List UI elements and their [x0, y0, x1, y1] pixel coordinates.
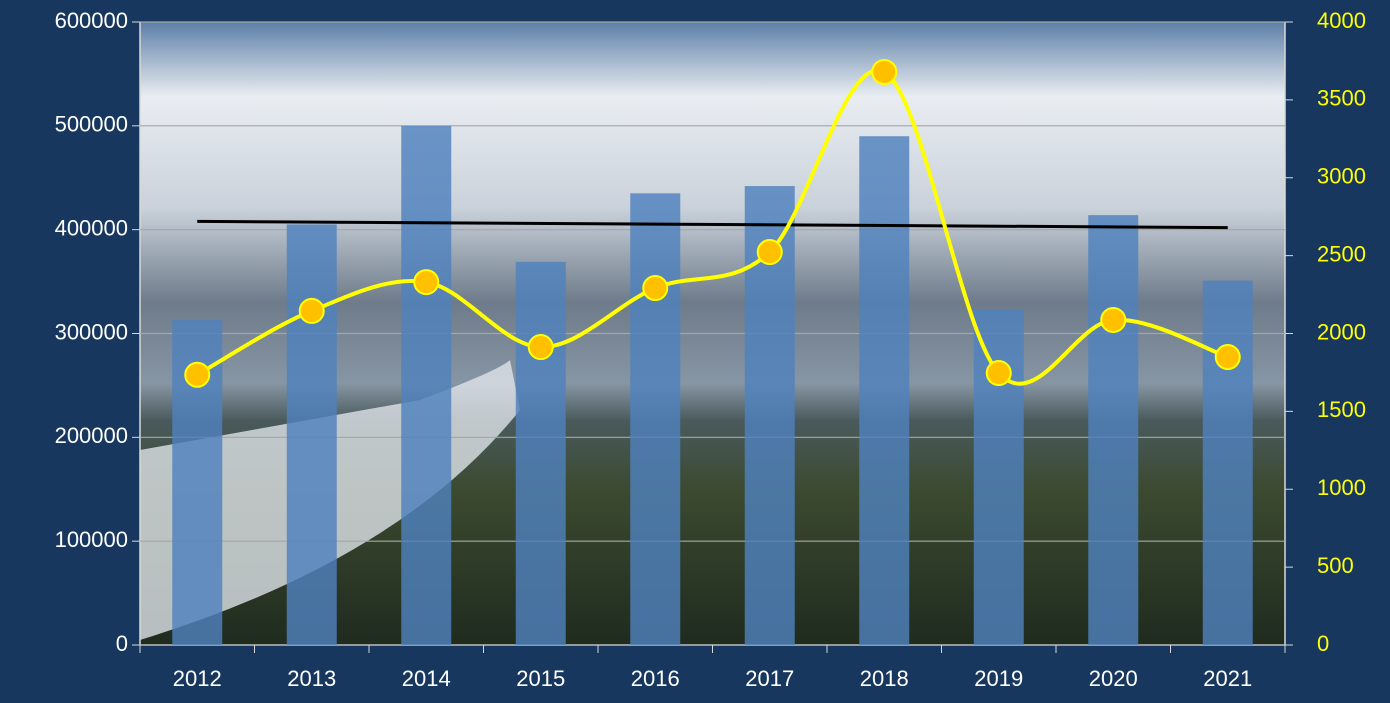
marker [298, 297, 325, 324]
y-tick-label: 400000 [55, 215, 128, 240]
x-tick-label: 2018 [860, 666, 909, 691]
bar [286, 224, 337, 645]
x-tick-label: 2021 [1203, 666, 1252, 691]
marker [756, 239, 783, 266]
marker [1100, 306, 1127, 333]
x-tick-label: 2020 [1089, 666, 1138, 691]
y2-tick-label: 2000 [1317, 319, 1366, 344]
bar [630, 193, 681, 645]
y-tick-label: 100000 [55, 527, 128, 552]
trend-line [197, 219, 1228, 230]
y2-tick-label: 1000 [1317, 475, 1366, 500]
y2-tick-label: 1500 [1317, 397, 1366, 422]
bar [401, 125, 452, 646]
x-tick-label: 2017 [745, 666, 794, 691]
marker [184, 361, 211, 388]
x-tick-label: 2013 [287, 666, 336, 691]
x-tick-label: 2014 [402, 666, 451, 691]
marker [985, 360, 1012, 387]
bar [973, 309, 1024, 645]
y-tick-label: 500000 [55, 112, 128, 137]
y-tick-label: 200000 [55, 423, 128, 448]
x-tick-label: 2016 [631, 666, 680, 691]
x-tick-label: 2015 [516, 666, 565, 691]
y-tick-label: 300000 [55, 319, 128, 344]
x-tick-label: 2019 [974, 666, 1023, 691]
marker [413, 269, 440, 296]
y2-tick-label: 3000 [1317, 164, 1366, 189]
marker [527, 334, 554, 361]
marker [871, 58, 898, 85]
y-tick-label: 0 [116, 631, 128, 656]
bar [1088, 215, 1139, 645]
y2-tick-label: 500 [1317, 553, 1354, 578]
marker [642, 275, 669, 302]
y2-tick-label: 3500 [1317, 86, 1366, 111]
bar [515, 261, 566, 645]
y2-tick-label: 2500 [1317, 241, 1366, 266]
bar [1202, 280, 1253, 645]
y2-tick-label: 0 [1317, 631, 1329, 656]
x-tick-label: 2012 [173, 666, 222, 691]
y2-tick-label: 4000 [1317, 8, 1366, 33]
y-tick-label: 600000 [55, 8, 128, 33]
marker [1214, 344, 1241, 371]
bar [859, 136, 910, 645]
